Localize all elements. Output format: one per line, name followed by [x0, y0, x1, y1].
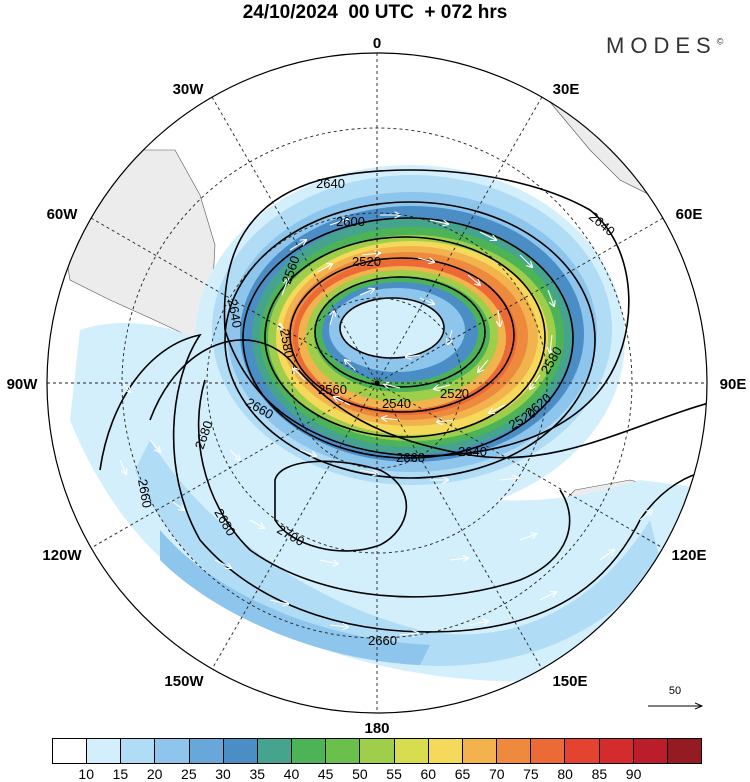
contour-2600 — [224, 201, 596, 479]
brand-name: MODES — [606, 33, 717, 58]
contour-label: 2580 — [277, 328, 297, 359]
map-border — [46, 52, 708, 714]
colorbar-swatch — [599, 739, 634, 763]
contour-2680 — [197, 379, 571, 598]
wind-vectors — [119, 215, 652, 635]
colorbar-tick-label: 20 — [146, 766, 163, 782]
colorbar-tick-label: 15 — [112, 766, 129, 782]
reference-vector: 50 — [648, 685, 702, 706]
contour-label: 2540 — [382, 396, 411, 411]
colorbar-ticks: 10 15 20 25 30 35 40 45 50 55 60 65 70 75 80 85 90 — [52, 766, 702, 782]
contour-2560 — [264, 236, 546, 438]
colorbar-swatch — [531, 739, 566, 763]
label-180: 180 — [364, 720, 389, 737]
label-120e: 120E — [671, 547, 706, 564]
label-150e: 150E — [552, 673, 587, 690]
contour-label: 2640 — [316, 176, 345, 191]
contour-label: 2560 — [318, 382, 347, 397]
colorbar-swatch — [87, 739, 122, 763]
colorbar-tick-label: 25 — [181, 766, 197, 782]
colorbar-swatch — [257, 739, 293, 763]
colorbar-swatch — [53, 739, 88, 763]
colorbar-tick-label: 70 — [488, 766, 505, 782]
contour-label: 2660 — [368, 633, 397, 648]
colorbar-swatch — [326, 739, 361, 763]
colorbar-tick-label: 40 — [283, 766, 300, 782]
vector-scale-label: 50 — [669, 685, 681, 697]
contour-2580 — [242, 217, 574, 459]
label-60e: 60E — [676, 206, 703, 223]
colorbar-swatch — [223, 739, 258, 763]
colorbar-tick-label: 10 — [78, 766, 94, 782]
colorbar-tick-label: 50 — [352, 766, 368, 782]
colorbar-tick-label: 30 — [215, 766, 231, 782]
colorbar-tick-label: 65 — [454, 766, 471, 782]
colorbar-swatch — [497, 739, 532, 763]
colorbar-swatch — [667, 739, 701, 763]
colorbar-swatch — [428, 739, 463, 763]
colorbar-tick-label: 75 — [523, 766, 539, 782]
colorbar-swatch — [155, 739, 190, 763]
contour-2520-inner — [339, 297, 445, 359]
contour-2520 — [314, 276, 486, 388]
colorbar-swatch — [189, 739, 224, 763]
contour-label: 2660 — [135, 478, 155, 509]
colorbar-swatch — [121, 739, 156, 763]
polar-map: 2640 2600 2560 2520 2640 2580 2560 2540 … — [7, 35, 747, 737]
colorbar-tick-label: 35 — [249, 766, 266, 782]
colorbar-tick-label: 85 — [591, 766, 608, 782]
map-title: 24/10/2024 00 UTC + 072 hrs — [242, 2, 508, 23]
label-120w: 120W — [42, 547, 82, 564]
contour-2660 — [149, 339, 707, 459]
meridian-labels: 0 30E 60E 90E 120E 150E 180 150W 120W 90… — [7, 35, 747, 737]
label-60w: 60W — [47, 206, 79, 223]
colorbar-swatch — [292, 739, 327, 763]
colorbar-tick-label: 90 — [625, 766, 642, 782]
contour-label: 2640 — [225, 298, 245, 329]
height-contours — [99, 169, 707, 633]
colorbar-swatch — [565, 739, 600, 763]
label-150w: 150W — [164, 673, 204, 690]
contour-label: 2520 — [440, 386, 469, 401]
label-90w: 90W — [7, 376, 39, 393]
label-30e: 30E — [553, 81, 580, 98]
colorbar-swatch — [394, 739, 429, 763]
contour-2700 — [274, 460, 408, 552]
contour-2540 — [289, 257, 515, 413]
colorbar-tick-label: 55 — [386, 766, 402, 782]
colorbar — [52, 738, 702, 764]
contour-label: 2600 — [336, 214, 365, 229]
colorbar-tick-label: 45 — [317, 766, 334, 782]
label-90e: 90E — [720, 376, 747, 393]
label-30w: 30W — [173, 81, 205, 98]
modes-logo: MODES© — [606, 33, 723, 59]
colorbar-swatch — [360, 739, 395, 763]
colorbar-tick-label: 60 — [420, 766, 437, 782]
contour-label: 2520 — [352, 254, 381, 269]
label-0: 0 — [373, 35, 381, 52]
contour-label: 2660 — [396, 450, 425, 465]
colorbar-swatch — [633, 739, 668, 763]
map-disc — [47, 53, 707, 713]
south-pole-marker — [374, 380, 380, 386]
contour-2640 — [223, 169, 630, 457]
contour-label: 2640 — [458, 444, 487, 459]
colorbar-swatch — [462, 739, 498, 763]
wind-speed-shading — [70, 165, 707, 682]
colorbar-tick-label: 80 — [557, 766, 573, 782]
brand-mark: © — [716, 36, 724, 47]
